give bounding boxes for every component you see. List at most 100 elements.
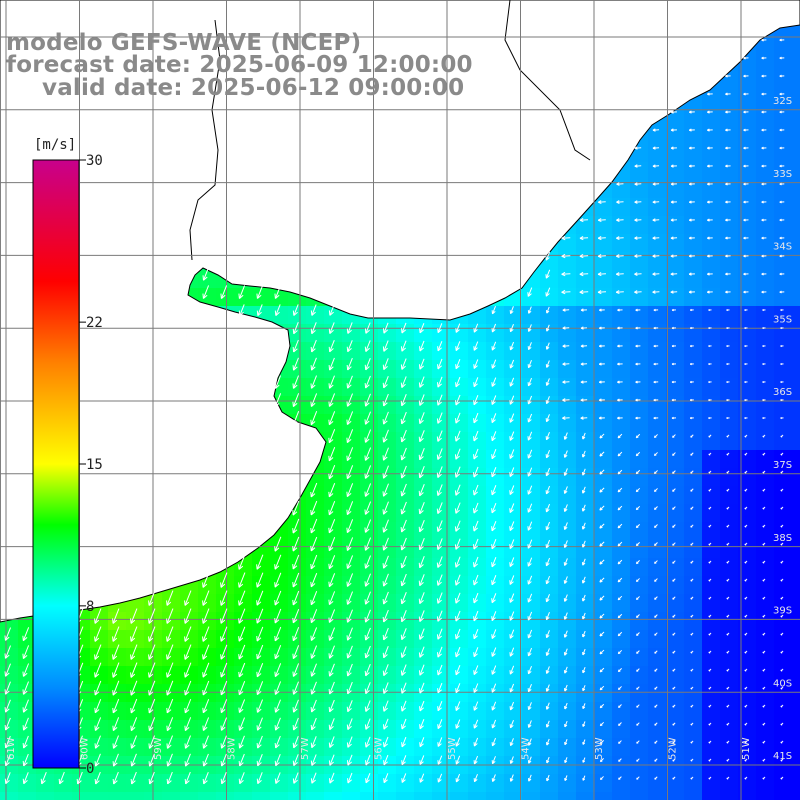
wind-arrow [418,376,425,388]
wind-arrow [419,322,425,334]
wind-arrow [112,698,120,714]
field-cell [792,414,800,433]
field-cell [108,612,127,631]
wind-arrow [670,272,678,276]
field-cell [288,738,307,757]
wind-arrow [545,396,550,405]
field-cell [792,126,800,145]
wind-arrow [400,610,407,623]
field-cell [522,378,541,397]
wind-arrow [364,591,371,605]
wind-arrow [743,74,749,78]
wind-arrow [762,704,766,708]
field-cell [396,594,415,613]
wind-arrow [635,308,641,312]
wind-arrow [328,500,336,516]
field-cell [396,558,415,577]
field-cell [342,792,361,800]
colorbar-tick-label: 0 [86,761,94,777]
wind-arrow [527,756,532,764]
wind-arrow [436,448,443,460]
field-cell [90,648,109,667]
wind-arrow [166,590,174,606]
field-cell [432,684,451,703]
wind-arrow [635,487,641,493]
wind-arrow [455,755,461,765]
wind-arrow [328,645,335,659]
field-cell [720,684,739,703]
field-cell [540,738,559,757]
wind-arrow [672,506,676,510]
wind-arrow [527,449,533,459]
field-cell [306,630,325,649]
wind-arrow [690,326,694,330]
field-cell [666,252,685,271]
field-cell [540,450,559,469]
field-cell [738,612,757,631]
wind-arrow [256,772,263,785]
field-cell [756,648,775,667]
wind-arrow [580,344,588,348]
field-cell [558,342,577,361]
field-cell [774,468,793,487]
field-cell [558,612,577,631]
field-cell [576,378,595,397]
field-cell [558,324,577,343]
wind-arrow [562,308,570,312]
wind-arrow [491,556,497,568]
wind-arrow [292,518,300,534]
wind-arrow [364,555,371,569]
wind-arrow [310,554,318,570]
wind-arrow [761,164,767,168]
wind-arrow [780,398,784,402]
wind-arrow [563,558,568,566]
wind-arrow [491,502,497,514]
field-cell [504,324,523,343]
wind-arrow [725,92,731,96]
field-cell [720,396,739,415]
wind-arrow [779,218,785,222]
field-cell [306,738,325,757]
wind-arrow [509,503,515,513]
field-cell [540,774,559,793]
field-cell [792,270,800,289]
field-cell [630,792,649,800]
wind-arrow [292,572,300,588]
field-cell [468,360,487,379]
field-cell [360,360,379,379]
wind-arrow [310,736,317,749]
wind-arrow [744,776,748,780]
wind-arrow [454,520,461,532]
field-cell [720,198,739,217]
wind-arrow [599,739,605,745]
field-cell [342,450,361,469]
field-cell [198,576,217,595]
wind-arrow [509,449,515,459]
field-cell [378,774,397,793]
wind-arrow [690,776,694,780]
field-cell [468,558,487,577]
wind-arrow [94,735,101,749]
wind-arrow [509,431,515,441]
field-cell [360,342,379,361]
field-cell [630,378,649,397]
field-cell [270,666,289,685]
field-cell [324,378,343,397]
field-cell [594,450,613,469]
field-cell [630,630,649,649]
field-cell [630,504,649,523]
wind-arrow [436,394,443,406]
wind-arrow [580,416,588,420]
wind-arrow [599,433,605,439]
wind-arrow [94,662,102,678]
field-cell [522,648,541,667]
field-cell [342,378,361,397]
field-cell [306,378,325,397]
field-cell [108,684,127,703]
field-cell [306,558,325,577]
field-cell [720,90,739,109]
wind-arrow [382,358,389,371]
wind-arrow [708,488,712,492]
wind-arrow [94,753,101,767]
field-cell [306,396,325,415]
